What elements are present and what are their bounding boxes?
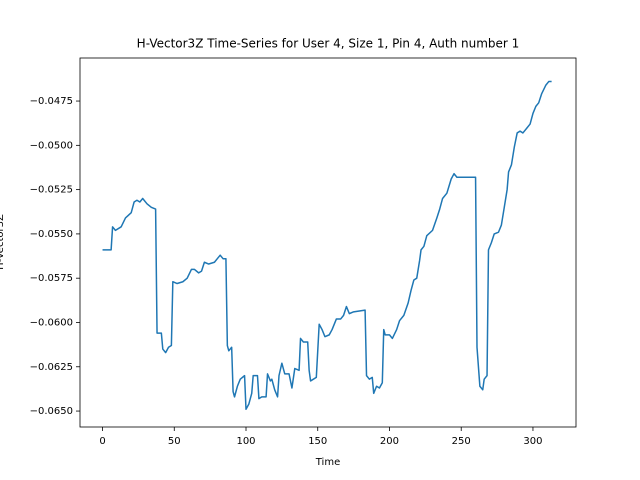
axes-frame — [79, 57, 577, 428]
x-tick-label: 50 — [168, 436, 181, 447]
x-axis-label: Time — [315, 457, 340, 468]
x-tick-label: 300 — [523, 436, 542, 447]
y-tick-label: −0.0550 — [30, 229, 73, 240]
x-tick-label: 0 — [99, 436, 105, 447]
y-tick-label: −0.0625 — [30, 362, 73, 373]
x-tick-label: 150 — [308, 436, 327, 447]
y-tick-label: −0.0500 — [30, 140, 73, 151]
y-tick-label: −0.0650 — [30, 406, 73, 417]
y-axis-label: H-Vector3Z — [0, 214, 6, 270]
y-tick-label: −0.0475 — [30, 96, 73, 107]
chart-title: H-Vector3Z Time-Series for User 4, Size … — [137, 37, 520, 51]
data-line — [102, 80, 552, 411]
y-tick-label: −0.0600 — [30, 317, 73, 328]
y-tick-label: −0.0575 — [30, 273, 73, 284]
x-tick-label: 200 — [380, 436, 399, 447]
x-tick-label: 100 — [236, 436, 255, 447]
x-tick-label: 250 — [452, 436, 471, 447]
y-tick-label: −0.0525 — [30, 185, 73, 196]
